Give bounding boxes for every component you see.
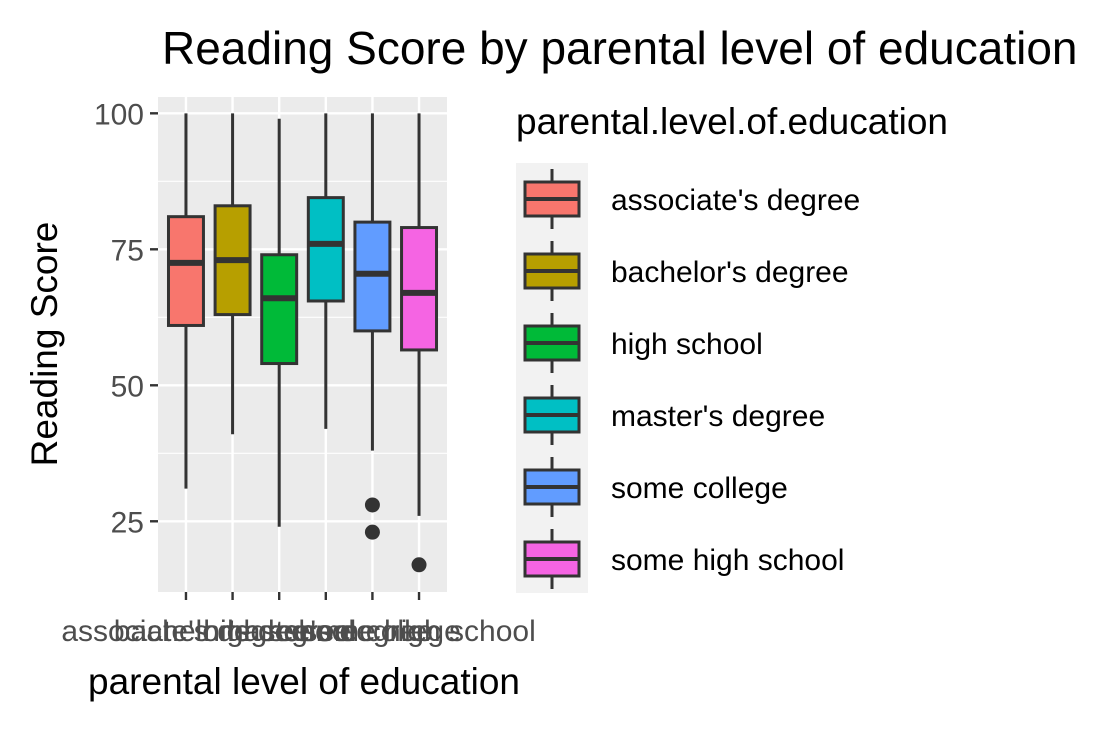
y-tick-label: 25	[111, 506, 144, 539]
y-tick-label: 75	[111, 234, 144, 267]
legend-item: high school	[523, 313, 763, 373]
legend: parental.level.of.education associate's …	[516, 101, 948, 593]
box-body	[306, 196, 345, 303]
legend-item: some high school	[523, 529, 844, 589]
x-tick-label: master's degree	[219, 615, 433, 648]
box-3	[306, 113, 345, 429]
x-tick-label: high school	[203, 615, 355, 648]
y-tick-label: 100	[94, 98, 144, 131]
box-body	[400, 226, 439, 352]
legend-item: master's degree	[523, 385, 825, 445]
x-tick-label: bachelor's degree	[114, 615, 352, 648]
box-layer	[166, 113, 439, 573]
legend-item: bachelor's degree	[523, 241, 849, 301]
plot-panel	[158, 97, 447, 592]
legend-item: associate's degree	[523, 169, 860, 229]
y-axis-title: Reading Score	[24, 222, 65, 467]
legend-label: associate's degree	[611, 184, 860, 217]
legend-item: some college	[523, 457, 788, 517]
y-tick-label: 50	[111, 370, 144, 403]
x-tick-label: some high school	[302, 615, 535, 648]
legend-title: parental.level.of.education	[516, 101, 948, 142]
legend-label: some high school	[611, 544, 844, 577]
box-4	[353, 113, 392, 540]
outlier-point	[364, 524, 380, 540]
legend-items: associate's degree bachelor's degree high …	[523, 169, 860, 589]
legend-label: master's degree	[611, 400, 825, 433]
legend-label: bachelor's degree	[611, 256, 849, 289]
box-body	[166, 215, 205, 327]
x-tick-label: associate's degree	[61, 615, 310, 648]
x-tick-label: some college	[284, 615, 461, 648]
legend-label: some college	[611, 472, 788, 505]
outlier-point	[364, 497, 380, 513]
box-2	[260, 118, 299, 527]
y-axis: 25 50 75 100	[94, 98, 158, 539]
legend-label: high school	[611, 328, 763, 361]
legend-key-background	[516, 163, 588, 593]
box-5	[400, 113, 439, 573]
outlier-point	[411, 557, 427, 573]
x-axis-title: parental level of education	[88, 661, 520, 702]
box-1	[213, 113, 252, 435]
box-0	[166, 113, 205, 489]
plot-title: Reading Score by parental level of educa…	[162, 22, 1078, 74]
box-body	[260, 253, 299, 366]
